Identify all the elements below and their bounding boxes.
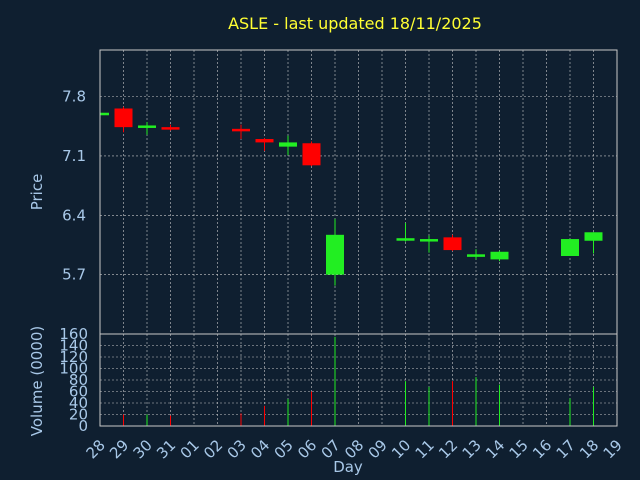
price-grid xyxy=(99,50,618,334)
x-tick-label: 31 xyxy=(153,436,179,462)
x-tick-label: 28 xyxy=(83,436,109,462)
x-tick-label: 05 xyxy=(271,436,297,462)
x-tick-label: 17 xyxy=(553,436,579,462)
candle-body xyxy=(279,142,297,147)
volume-series xyxy=(99,336,594,426)
price-y-ticks: 7.8 7.1 6.4 5.7 xyxy=(62,88,86,284)
candle-body xyxy=(467,254,485,257)
price-y-tick-label: 5.7 xyxy=(62,266,86,284)
x-tick-label: 02 xyxy=(200,436,226,462)
x-tick-label: 14 xyxy=(482,436,508,462)
candlestick-series xyxy=(99,106,603,286)
x-tick-label: 19 xyxy=(600,436,626,462)
candle-body xyxy=(443,237,462,251)
price-y-tick-label: 6.4 xyxy=(62,206,86,224)
volume-y-tick-label: 160 xyxy=(59,325,88,343)
volume-plot-frame xyxy=(99,333,618,427)
x-tick-label: 29 xyxy=(106,436,132,462)
volume-y-tick-label: 140 xyxy=(59,337,88,355)
volume-y-tick-label: 20 xyxy=(69,406,88,424)
price-y-tick-label: 7.8 xyxy=(62,88,86,106)
candle-body xyxy=(490,251,509,260)
volume-grid xyxy=(99,333,618,427)
x-tick-label: 13 xyxy=(459,436,485,462)
x-tick-label: 18 xyxy=(576,436,602,462)
volume-y-tick-label: 0 xyxy=(78,417,88,435)
x-tick-label: 12 xyxy=(435,436,461,462)
volume-y-tick-label: 80 xyxy=(69,371,88,389)
chart-title: ASLE - last updated 18/11/2025 xyxy=(228,14,482,33)
price-y-tick-label: 7.1 xyxy=(62,147,86,165)
x-tick-label: 09 xyxy=(365,436,391,462)
candle-body xyxy=(114,108,133,128)
x-axis-label: Day xyxy=(333,458,363,476)
volume-y-tick-label: 100 xyxy=(59,360,88,378)
x-tick-label: 15 xyxy=(506,436,532,462)
x-tick-label: 01 xyxy=(177,436,203,462)
candle-body xyxy=(561,239,579,257)
volume-axis-label: Volume (0000) xyxy=(28,326,46,436)
candle-body xyxy=(420,239,438,242)
candle-body xyxy=(255,139,274,143)
candle-body xyxy=(161,127,180,130)
candle-body xyxy=(584,232,603,241)
volume-y-tick-label: 40 xyxy=(69,394,88,412)
x-tick-label: 04 xyxy=(247,436,273,462)
x-tick-label: 10 xyxy=(388,436,414,462)
x-tick-label: 11 xyxy=(412,436,438,462)
candle-body xyxy=(326,234,344,275)
candle-body xyxy=(302,143,321,166)
volume-y-tick-label: 60 xyxy=(69,383,88,401)
x-tick-label: 03 xyxy=(224,436,250,462)
candle-body xyxy=(138,125,156,128)
x-tick-label: 30 xyxy=(130,436,156,462)
x-tick-label: 16 xyxy=(529,436,555,462)
candle-body xyxy=(232,128,250,132)
x-tick-label: 06 xyxy=(294,436,320,462)
price-axis-label: Price xyxy=(28,174,46,211)
candle-body xyxy=(100,112,109,116)
candle-body xyxy=(396,238,415,241)
volume-y-tick-label: 120 xyxy=(59,348,88,366)
